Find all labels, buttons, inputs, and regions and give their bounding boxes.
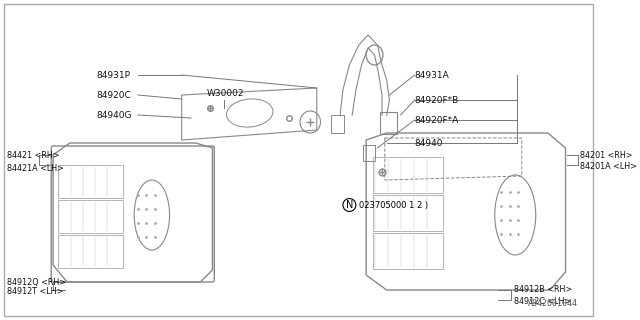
Text: 84421 <RH>: 84421 <RH> xyxy=(8,150,60,159)
Text: 84931A: 84931A xyxy=(415,70,449,79)
Text: 84920F*A: 84920F*A xyxy=(415,116,459,124)
Text: 84931P: 84931P xyxy=(96,70,130,79)
Text: 84920C: 84920C xyxy=(96,91,131,100)
Text: 84201 <RH>: 84201 <RH> xyxy=(580,150,633,159)
Text: 84912Q <RH>: 84912Q <RH> xyxy=(8,277,67,286)
Text: 023705000 1 2 ): 023705000 1 2 ) xyxy=(358,201,428,210)
Bar xyxy=(58,235,123,268)
Bar xyxy=(364,145,374,161)
Text: 84940: 84940 xyxy=(415,139,443,148)
Bar xyxy=(380,112,397,134)
Text: W30002: W30002 xyxy=(207,89,244,98)
Text: 84912B <RH>: 84912B <RH> xyxy=(515,285,572,294)
Text: 84421A <LH>: 84421A <LH> xyxy=(8,164,65,172)
Bar xyxy=(58,165,123,198)
Text: 84940G: 84940G xyxy=(96,110,131,119)
Text: A842001044: A842001044 xyxy=(527,299,578,308)
Text: 84920F*B: 84920F*B xyxy=(415,95,459,105)
Text: 84912C <LH>: 84912C <LH> xyxy=(515,297,572,306)
Bar xyxy=(372,233,443,269)
Bar xyxy=(372,195,443,231)
Text: 84912T <LH>: 84912T <LH> xyxy=(8,287,64,297)
Bar xyxy=(372,157,443,193)
Bar xyxy=(58,200,123,233)
Text: 84201A <LH>: 84201A <LH> xyxy=(580,162,637,171)
Bar xyxy=(331,115,344,133)
Text: N: N xyxy=(346,200,353,210)
